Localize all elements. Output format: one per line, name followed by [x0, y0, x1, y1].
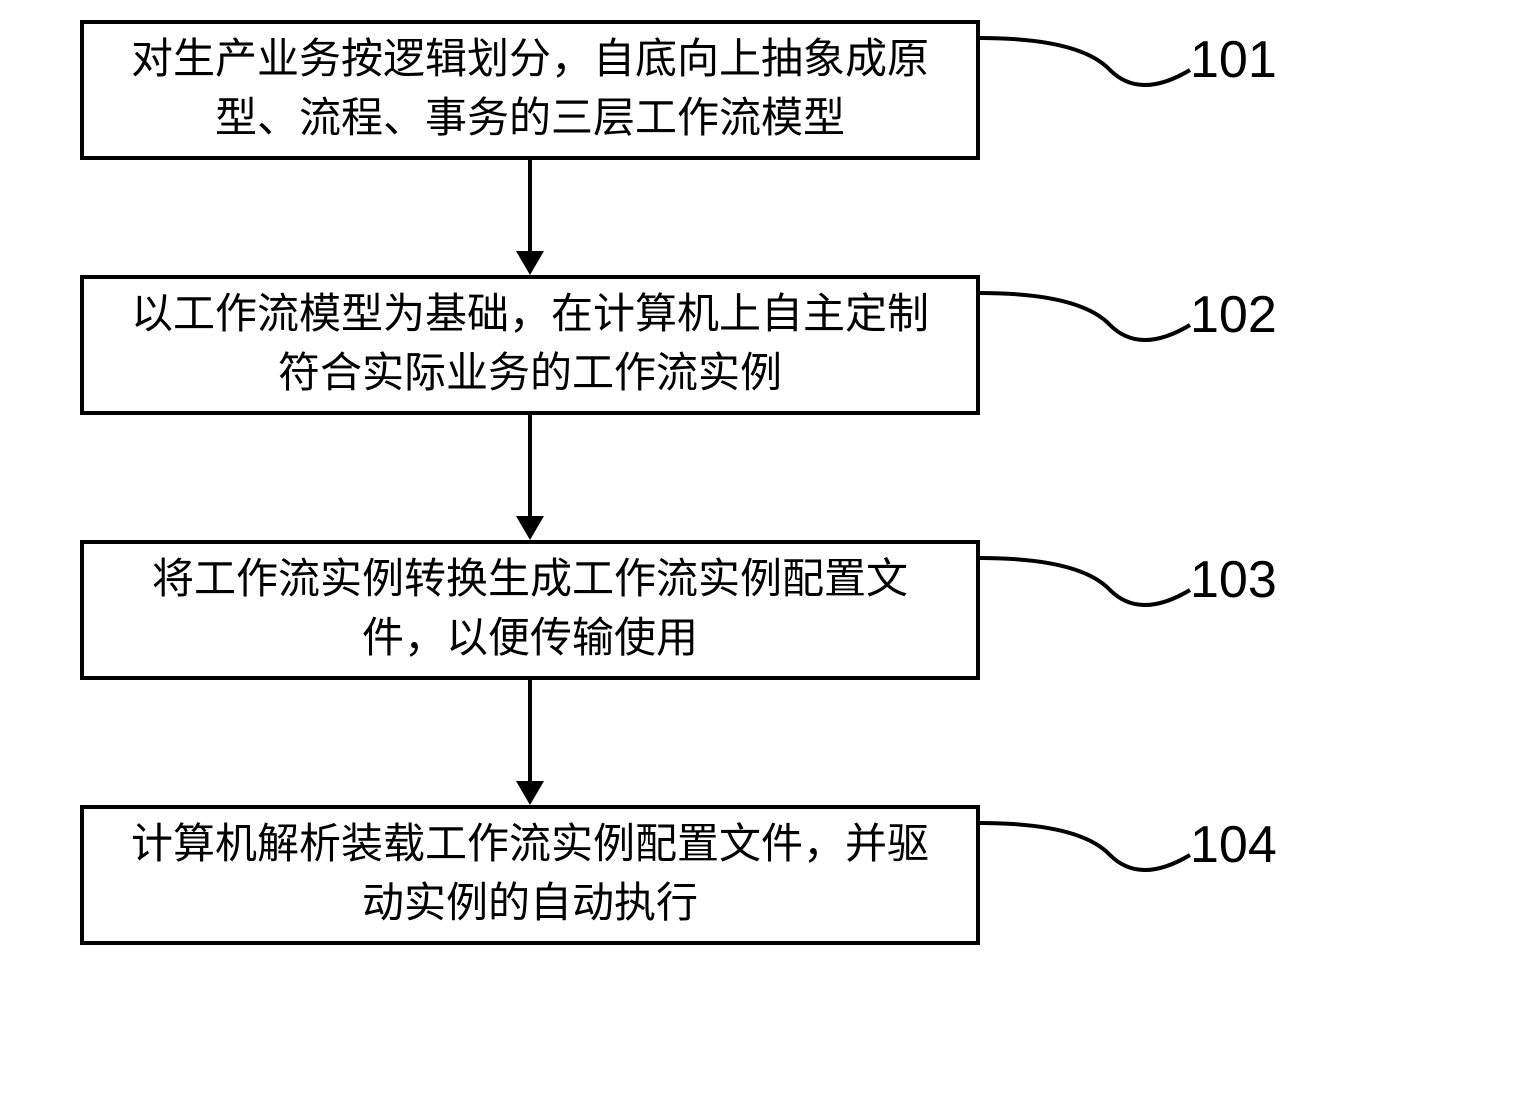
- leader-line-2: [980, 275, 1190, 355]
- step-label-2: 102: [1190, 285, 1277, 345]
- arrow-1: [520, 160, 540, 275]
- flow-step-3: 将工作流实例转换生成工作流实例配置文件，以便传输使用: [80, 540, 980, 680]
- step-label-4: 104: [1190, 815, 1277, 875]
- arrow-2: [520, 415, 540, 540]
- flow-step-3-text: 将工作流实例转换生成工作流实例配置文件，以便传输使用: [152, 551, 908, 669]
- step-label-1: 101: [1190, 30, 1277, 90]
- flow-step-2-text: 以工作流模型为基础，在计算机上自主定制符合实际业务的工作流实例: [131, 286, 929, 404]
- leader-line-1: [980, 20, 1190, 100]
- arrow-3: [520, 680, 540, 805]
- leader-line-4: [980, 805, 1190, 885]
- flow-step-1-text: 对生产业务按逻辑划分，自底向上抽象成原型、流程、事务的三层工作流模型: [131, 31, 929, 149]
- step-label-3: 103: [1190, 550, 1277, 610]
- leader-line-3: [980, 540, 1190, 620]
- flow-step-1: 对生产业务按逻辑划分，自底向上抽象成原型、流程、事务的三层工作流模型: [80, 20, 980, 160]
- flow-step-2: 以工作流模型为基础，在计算机上自主定制符合实际业务的工作流实例: [80, 275, 980, 415]
- flow-step-4: 计算机解析装载工作流实例配置文件，并驱动实例的自动执行: [80, 805, 980, 945]
- flow-step-4-text: 计算机解析装载工作流实例配置文件，并驱动实例的自动执行: [131, 816, 929, 934]
